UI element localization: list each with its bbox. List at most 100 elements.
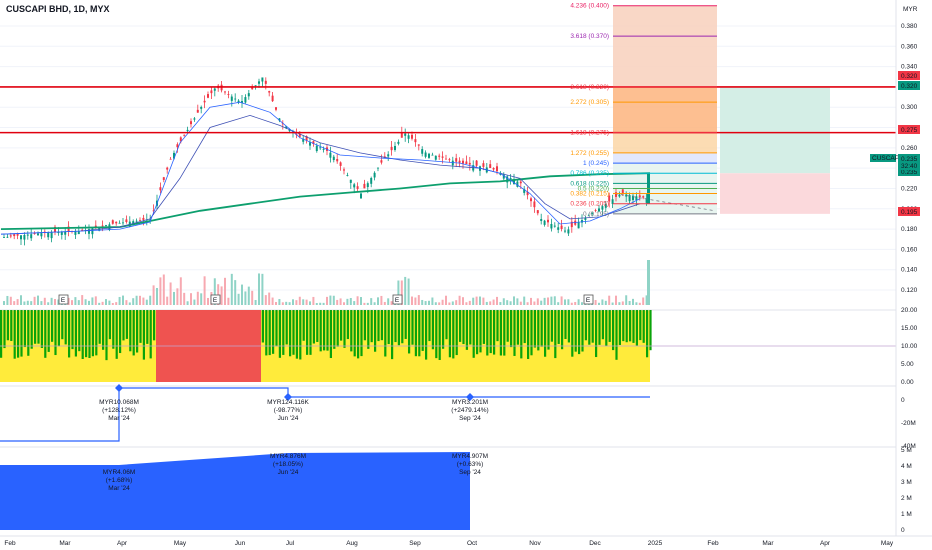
candle-body xyxy=(424,152,427,157)
osc-green-bar xyxy=(282,310,285,355)
volume-bar xyxy=(132,298,135,305)
symbol-value-badge xyxy=(898,154,920,170)
osc-green-bar xyxy=(350,310,353,352)
osc-green-bar xyxy=(598,310,601,345)
candle-body xyxy=(339,162,342,166)
candle-body xyxy=(468,162,471,165)
candle-body xyxy=(207,94,209,98)
candle-body xyxy=(305,136,308,141)
candle-body xyxy=(400,132,403,138)
volume-bar xyxy=(315,302,318,305)
osc-green-bar xyxy=(408,310,411,354)
earnings-marker-box xyxy=(583,294,594,305)
volume-bar xyxy=(57,299,60,305)
candle-body xyxy=(584,217,587,220)
candle-body xyxy=(193,118,196,120)
osc-green-bar xyxy=(571,310,574,357)
candle-body xyxy=(604,203,607,208)
osc-green-bar xyxy=(625,310,628,343)
stop-box xyxy=(720,173,830,214)
osc-green-bar xyxy=(445,310,448,340)
volume-bar xyxy=(227,297,230,305)
price-badge xyxy=(898,207,920,216)
osc-green-bar xyxy=(319,310,322,352)
candles xyxy=(3,77,650,246)
price-badge-text: 0.235 xyxy=(901,169,918,176)
candle-body xyxy=(591,213,594,214)
volume-bar xyxy=(135,295,138,305)
cap-tick-label: 2 M xyxy=(901,495,912,502)
osc-green-bar xyxy=(10,310,13,342)
volume-bar xyxy=(360,297,362,305)
osc-green-bar xyxy=(574,310,577,352)
candle-body xyxy=(336,158,339,162)
osc-green-bar xyxy=(431,310,434,350)
volume-bar xyxy=(203,276,206,305)
candle-body xyxy=(417,144,420,146)
volume-bar xyxy=(356,296,359,305)
volume-bar xyxy=(319,302,322,305)
candle-body xyxy=(530,198,532,202)
osc-green-bar xyxy=(581,310,584,352)
cap-annotation: Mar '24 xyxy=(108,485,130,492)
osc-green-bar xyxy=(394,310,397,343)
osc-green-bar xyxy=(472,310,475,358)
osc-green-bar xyxy=(85,310,88,358)
volume-bar xyxy=(152,285,155,305)
osc-green-bar xyxy=(635,310,638,346)
candle-body xyxy=(513,179,515,185)
volume-bar xyxy=(261,273,264,305)
osc-green-bar xyxy=(391,310,394,360)
cap-annotation: MYR4.876M xyxy=(270,453,306,460)
osc-green-bar xyxy=(578,310,581,355)
osc-green-bar xyxy=(44,310,47,358)
candle-body xyxy=(533,201,536,208)
osc-green-bar xyxy=(115,310,118,359)
candle-body xyxy=(176,144,179,148)
candle-body xyxy=(47,232,50,238)
volume-bar xyxy=(448,302,451,305)
osc-green-bar xyxy=(465,310,468,350)
volume-bar xyxy=(43,297,46,305)
chart-title: CUSCAPI BHD, 1D, MYX xyxy=(6,4,110,14)
osc-green-bar xyxy=(275,310,278,347)
fib-label: 0.618 (0.225) xyxy=(570,180,609,187)
candle-body xyxy=(543,220,546,225)
volume-bar xyxy=(530,297,532,305)
osc-green-bar xyxy=(54,310,57,356)
osc-green-bar xyxy=(13,310,16,359)
volume-bar xyxy=(465,302,468,305)
volume-bar xyxy=(23,301,26,305)
fib-label: 0.236 (0.205) xyxy=(570,201,609,208)
osc-green-bar xyxy=(285,310,288,345)
symbol-value-text: 0.235 xyxy=(901,156,918,163)
candle-body xyxy=(149,219,152,220)
candle-body xyxy=(247,93,250,97)
osc-green-bar xyxy=(428,310,431,342)
fib-zone-light xyxy=(613,132,717,153)
volume-bar xyxy=(455,300,458,305)
candle-body xyxy=(564,230,566,232)
osc-green-bar xyxy=(153,310,156,341)
osc-green-bar xyxy=(615,310,618,360)
candle-body xyxy=(434,155,437,160)
osc-green-bar xyxy=(353,310,356,357)
candle-body xyxy=(152,210,155,212)
volume-bar xyxy=(502,298,505,305)
candle-body xyxy=(349,179,352,183)
volume-bar xyxy=(101,301,104,305)
candle-body xyxy=(462,160,464,164)
candle-body xyxy=(353,184,356,188)
candle-body xyxy=(509,178,512,180)
candle-body xyxy=(40,233,43,237)
volume-bar xyxy=(166,296,169,305)
earnings-marker-box xyxy=(58,294,69,305)
candle-body xyxy=(489,164,492,169)
cap-tick-label: 3 M xyxy=(901,479,912,486)
cap-annotation: Jun '24 xyxy=(278,469,299,476)
candle-body xyxy=(227,94,230,95)
volume-bar xyxy=(207,297,209,305)
volume-bar xyxy=(213,278,216,305)
volume-bar xyxy=(336,299,339,305)
